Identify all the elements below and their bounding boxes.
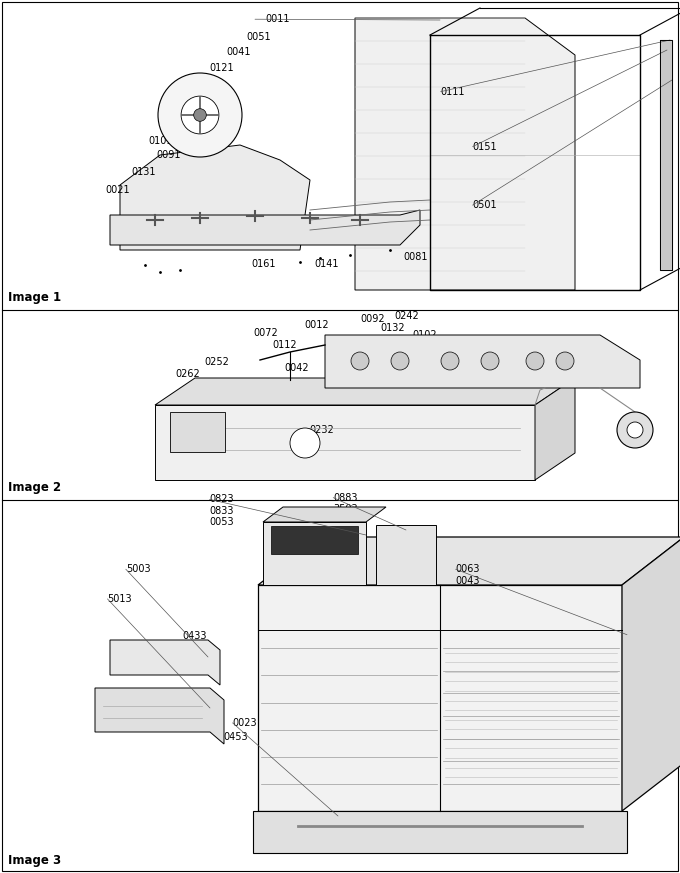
Circle shape (158, 73, 242, 157)
Text: 0132: 0132 (381, 323, 405, 333)
Text: 0111: 0111 (441, 86, 465, 97)
Text: 0011: 0011 (265, 14, 290, 24)
Circle shape (627, 422, 643, 438)
Text: Image 3: Image 3 (8, 854, 61, 867)
Text: 5003: 5003 (126, 564, 150, 574)
Text: 0212: 0212 (445, 355, 470, 366)
Text: 0212: 0212 (435, 375, 460, 385)
Circle shape (526, 352, 544, 370)
Text: 0252: 0252 (204, 357, 229, 368)
Text: 0182: 0182 (269, 384, 293, 395)
Circle shape (194, 109, 206, 121)
Text: 0142: 0142 (189, 417, 214, 428)
Circle shape (617, 412, 653, 448)
Text: 0063: 0063 (456, 564, 480, 574)
Text: 0262: 0262 (175, 368, 200, 379)
Text: 0101: 0101 (148, 136, 173, 147)
Text: 0043: 0043 (456, 576, 480, 587)
Text: 0112: 0112 (272, 340, 296, 350)
Text: 0151: 0151 (473, 141, 497, 152)
Text: 0883: 0883 (333, 492, 358, 503)
Polygon shape (263, 522, 366, 585)
Text: 0051: 0051 (246, 31, 271, 42)
Text: 0161: 0161 (252, 258, 276, 269)
Text: 0823: 0823 (209, 494, 234, 505)
Polygon shape (110, 210, 420, 245)
Text: 0061: 0061 (318, 222, 343, 232)
Bar (271, 526, 358, 554)
Polygon shape (263, 507, 386, 522)
Circle shape (290, 428, 320, 458)
Text: 0023: 0023 (233, 718, 257, 728)
Polygon shape (258, 537, 680, 585)
Text: 0082: 0082 (434, 388, 458, 398)
Text: 0833: 0833 (209, 505, 234, 516)
Text: 0121: 0121 (209, 63, 234, 73)
Polygon shape (376, 525, 436, 585)
Text: Image 1: Image 1 (8, 291, 61, 304)
Text: 0501: 0501 (473, 200, 497, 210)
Circle shape (181, 96, 219, 134)
Polygon shape (622, 537, 680, 811)
Bar (170, 412, 225, 452)
Text: 0091: 0091 (156, 149, 181, 160)
Circle shape (351, 352, 369, 370)
Text: 0152: 0152 (443, 344, 468, 354)
Polygon shape (355, 18, 575, 290)
Text: 0053: 0053 (209, 517, 234, 527)
Text: 0022: 0022 (347, 386, 371, 396)
Text: 0081: 0081 (403, 251, 428, 262)
Polygon shape (155, 405, 535, 480)
Polygon shape (258, 585, 622, 811)
Text: 0041: 0041 (226, 47, 251, 58)
Circle shape (481, 352, 499, 370)
Polygon shape (535, 378, 575, 480)
Text: 0141: 0141 (314, 258, 339, 269)
Text: 0042: 0042 (284, 363, 309, 374)
Text: 0433: 0433 (182, 630, 207, 641)
Text: 0232: 0232 (309, 424, 334, 435)
Text: 0102: 0102 (412, 330, 437, 340)
Text: 0072: 0072 (253, 328, 277, 339)
Polygon shape (253, 811, 627, 853)
Polygon shape (155, 378, 575, 405)
Polygon shape (110, 640, 220, 685)
Text: 0453: 0453 (223, 732, 248, 742)
Text: 0012: 0012 (305, 320, 329, 330)
Text: 0031: 0031 (185, 89, 209, 100)
Text: 5013: 5013 (107, 594, 132, 604)
Text: 3503: 3503 (333, 504, 358, 514)
Circle shape (391, 352, 409, 370)
Circle shape (556, 352, 574, 370)
Text: Image 2: Image 2 (8, 481, 61, 494)
Text: 0092: 0092 (360, 313, 385, 324)
Polygon shape (95, 688, 224, 744)
Polygon shape (325, 335, 640, 388)
Text: 0131: 0131 (131, 167, 156, 177)
Text: 0021: 0021 (105, 185, 130, 196)
Text: 0242: 0242 (394, 311, 419, 321)
Circle shape (441, 352, 459, 370)
Polygon shape (120, 145, 310, 250)
